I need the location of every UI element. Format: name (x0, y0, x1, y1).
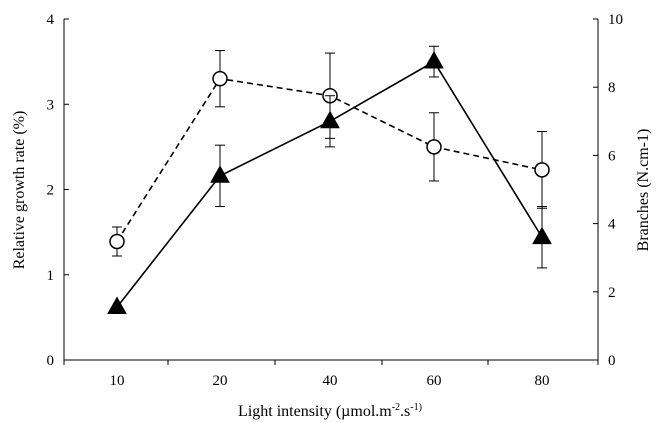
data-point-circle (534, 162, 550, 178)
y-left-tick-label: 3 (47, 97, 55, 113)
x-tick-label: 40 (323, 373, 338, 389)
data-point-circle (109, 233, 125, 250)
series-0 (109, 50, 550, 257)
y-left-tick-label: 4 (47, 12, 55, 28)
data-point-triangle (424, 51, 444, 69)
x-tick-label: 80 (535, 373, 550, 389)
y-right-tick-label: 0 (608, 353, 616, 369)
series-layer (107, 45, 552, 315)
y-right-tick-label: 4 (608, 217, 616, 233)
y-left-tick-label: 2 (47, 183, 55, 199)
y-right-tick-label: 10 (608, 12, 623, 28)
y-right-tick-label: 2 (608, 285, 616, 301)
y-left-tick-label: 1 (47, 268, 55, 284)
x-axis-title: Light intensity (µmol.m-2.s-1) (238, 402, 422, 420)
x-axis-title-main: Light intensity (µmol.m (238, 403, 392, 420)
y-axis-right-title: Branches (N.cm-1) (635, 129, 652, 252)
data-point-triangle (210, 165, 230, 183)
x-tick-label: 20 (213, 373, 228, 389)
x-axis-title-sup2: -1) (410, 402, 422, 413)
x-axis-title-mid: .s (400, 403, 410, 420)
data-point-circle (426, 139, 442, 155)
y-axis-left-title: Relative growth rate (%) (11, 111, 28, 270)
x-tick-label: 60 (427, 373, 442, 389)
x-tick-label: 10 (110, 373, 125, 389)
y-right-tick-label: 8 (608, 80, 616, 96)
series-1 (107, 45, 552, 315)
data-point-circle (212, 70, 228, 87)
x-axis-title-sup1: -2 (392, 402, 400, 413)
data-point-triangle (532, 226, 552, 245)
data-point-triangle (107, 296, 127, 315)
y-right-tick-label: 6 (608, 148, 616, 164)
data-point-triangle (320, 110, 340, 129)
y-left-tick-label: 0 (47, 353, 55, 369)
